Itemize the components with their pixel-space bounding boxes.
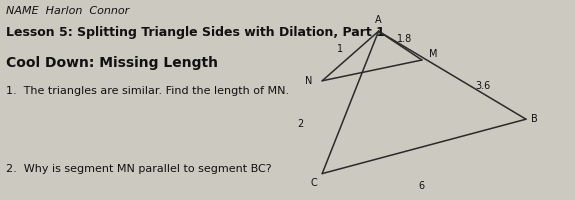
Text: M: M <box>428 49 437 59</box>
Text: 2: 2 <box>297 119 304 129</box>
Text: 2.  Why is segment MN parallel to segment BC?: 2. Why is segment MN parallel to segment… <box>6 164 271 174</box>
Text: 6: 6 <box>419 181 425 191</box>
Text: 1: 1 <box>336 44 343 54</box>
Text: Cool Down: Missing Length: Cool Down: Missing Length <box>6 56 218 70</box>
Text: Lesson 5: Splitting Triangle Sides with Dilation, Part 1: Lesson 5: Splitting Triangle Sides with … <box>6 26 385 39</box>
Text: 1.  The triangles are similar. Find the length of MN.: 1. The triangles are similar. Find the l… <box>6 86 289 96</box>
Text: A: A <box>375 15 382 25</box>
Text: NAME  Harlon  Connor: NAME Harlon Connor <box>6 6 129 16</box>
Text: B: B <box>531 114 538 124</box>
Text: 1.8: 1.8 <box>397 34 412 44</box>
Text: N: N <box>305 76 313 86</box>
Text: 3.6: 3.6 <box>475 81 490 91</box>
Text: C: C <box>310 178 317 188</box>
